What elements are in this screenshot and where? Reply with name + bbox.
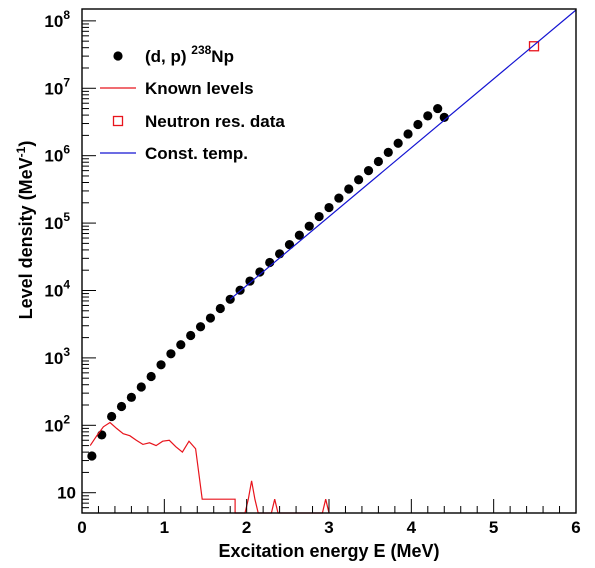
- data-point: [245, 276, 255, 286]
- y-tick-label: 102: [44, 412, 70, 435]
- y-tick-label: 104: [44, 277, 70, 300]
- data-point: [334, 193, 344, 203]
- legend-entry: (d, p) 238Np: [113, 43, 234, 66]
- y-tick-label: 108: [44, 8, 70, 31]
- data-point: [136, 382, 146, 392]
- series-line-1: [89, 421, 330, 514]
- data-point: [393, 138, 403, 148]
- axes-layer: 0 1 2 3 4 5 6 10 102 103 104 105 106 107 108: [44, 8, 580, 537]
- data-point: [97, 430, 107, 440]
- data-layer: [87, 9, 577, 514]
- data-point: [166, 349, 176, 359]
- legend-marker: [112, 115, 124, 127]
- data-point: [107, 411, 117, 422]
- data-point: [255, 267, 265, 277]
- y-axis-title-tail: ): [16, 141, 36, 147]
- legend: (d, p) 238Np Known levels Neutron res. dat…: [100, 43, 285, 163]
- data-point: [176, 340, 186, 350]
- legend-entry: Const. temp.: [100, 144, 248, 163]
- data-point: [146, 371, 156, 382]
- x-tick-label: 1: [160, 518, 169, 537]
- data-point: [373, 156, 383, 167]
- y-axis-title: Level density (MeV-1): [14, 141, 36, 320]
- data-point: [186, 330, 196, 341]
- y-tick-label: 107: [44, 75, 70, 98]
- legend-entry: Neutron res. data: [112, 112, 285, 131]
- x-axis-title: Excitation energy E (MeV): [218, 541, 439, 561]
- data-point: [205, 313, 216, 323]
- data-point: [423, 111, 433, 121]
- data-point: [294, 230, 304, 240]
- data-point: [87, 451, 97, 461]
- y-tick-label: 10: [57, 484, 76, 503]
- legend-label: Known levels: [145, 79, 254, 98]
- y-axis-title-sup: -1: [14, 146, 28, 157]
- data-point: [156, 360, 166, 370]
- data-point: [433, 103, 443, 114]
- x-tick-label: 4: [407, 518, 417, 537]
- data-point: [314, 211, 324, 222]
- y-axis-title-main: Level density (MeV: [16, 157, 36, 319]
- x-tick-label: 5: [489, 518, 498, 537]
- data-point: [324, 202, 334, 213]
- y-tick-label: 103: [44, 345, 70, 368]
- data-point: [439, 112, 449, 122]
- legend-label: Neutron res. data: [145, 112, 285, 131]
- x-tick-label: 2: [242, 518, 251, 537]
- data-point: [126, 392, 136, 402]
- data-point: [363, 166, 374, 176]
- y-tick-label: 106: [44, 143, 70, 166]
- data-point: [116, 401, 127, 412]
- data-point: [284, 239, 295, 250]
- data-point-square: [528, 41, 540, 52]
- x-tick-label: 0: [77, 518, 86, 537]
- series-line-3: [229, 9, 577, 300]
- data-point: [354, 175, 364, 185]
- y-tick-label: 105: [44, 210, 70, 233]
- data-point: [383, 147, 393, 157]
- data-point: [413, 119, 423, 130]
- legend-entry: Known levels: [100, 79, 254, 98]
- data-point: [195, 322, 206, 332]
- data-point: [403, 129, 413, 139]
- data-point: [304, 221, 314, 231]
- data-point: [215, 303, 225, 314]
- x-tick-label: 3: [324, 518, 333, 537]
- legend-label: (d, p) 238Np: [145, 43, 234, 66]
- x-tick-label: 6: [571, 518, 580, 537]
- data-point: [344, 184, 354, 194]
- data-point: [275, 249, 285, 259]
- legend-label: Const. temp.: [145, 144, 248, 163]
- legend-marker: [113, 51, 123, 61]
